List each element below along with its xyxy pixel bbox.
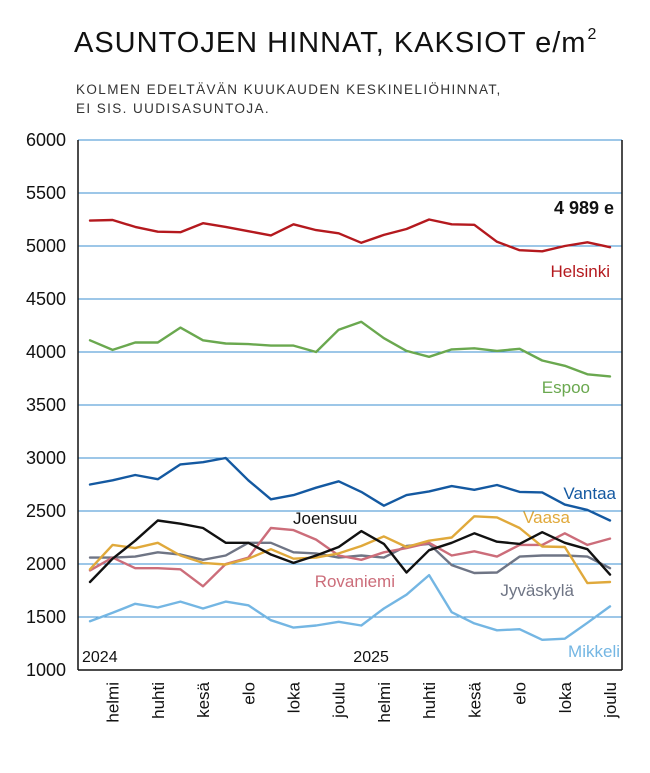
- x-tick-label: joulu: [601, 682, 620, 719]
- series-label: Rovaniemi: [315, 572, 395, 591]
- y-tick-label: 4500: [26, 289, 66, 309]
- chart-subtitle-line-1: KOLMEN EDELTÄVÄN KUUKAUDEN KESKINELIÖHIN…: [76, 82, 502, 97]
- x-tick-label: kesä: [194, 681, 213, 717]
- year-label: 2025: [353, 649, 389, 666]
- y-tick-label: 3500: [26, 395, 66, 415]
- series-label: Joensuu: [293, 509, 357, 528]
- x-tick-label: huhti: [420, 682, 439, 719]
- series-label: Jyväskylä: [500, 581, 574, 600]
- x-tick-label: elo: [511, 682, 530, 705]
- series-line: [88, 519, 612, 584]
- chart-title: ASUNTOJEN HINNAT, KAKSIOT e/m2: [74, 26, 597, 60]
- x-tick-label: loka: [556, 681, 575, 713]
- y-tick-label: 1000: [26, 660, 66, 680]
- x-tick-label: elo: [239, 682, 258, 705]
- series-line: [88, 515, 612, 585]
- y-tick-label: 4000: [26, 342, 66, 362]
- y-tick-label: 6000: [26, 130, 66, 150]
- x-tick-label: loka: [284, 681, 303, 713]
- x-tick-label: kesä: [465, 681, 484, 717]
- series-label: Vaasa: [523, 508, 570, 527]
- x-tick-label: joulu: [330, 682, 349, 719]
- series-label: Vantaa: [563, 484, 616, 503]
- series-line: [88, 456, 612, 522]
- chart-subtitle-line-2: EI SIS. UUDISASUNTOJA.: [76, 101, 271, 116]
- x-tick-label: helmi: [375, 682, 394, 723]
- y-tick-label: 1500: [26, 607, 66, 627]
- series-label: Espoo: [542, 378, 590, 397]
- y-tick-label: 5000: [26, 236, 66, 256]
- year-label: 2024: [82, 649, 118, 666]
- chart-subtitle: KOLMEN EDELTÄVÄN KUUKAUDEN KESKINELIÖHIN…: [76, 80, 502, 118]
- series-line: [88, 526, 612, 588]
- series-line: [88, 218, 612, 253]
- series-label: Helsinki: [550, 262, 610, 281]
- y-tick-label: 5500: [26, 183, 66, 203]
- y-tick-label: 2500: [26, 501, 66, 521]
- series-line: [88, 320, 612, 378]
- chart-title-text: ASUNTOJEN HINNAT, KAKSIOT e/m: [74, 27, 587, 59]
- y-tick-label: 3000: [26, 448, 66, 468]
- value-annotation: 4 989 e: [554, 198, 614, 218]
- series-label: Mikkeli: [568, 642, 620, 661]
- x-tick-label: helmi: [104, 682, 123, 723]
- series-line: [88, 573, 612, 641]
- chart-title-superscript: 2: [587, 26, 598, 43]
- x-tick-label: huhti: [149, 682, 168, 719]
- y-tick-label: 2000: [26, 554, 66, 574]
